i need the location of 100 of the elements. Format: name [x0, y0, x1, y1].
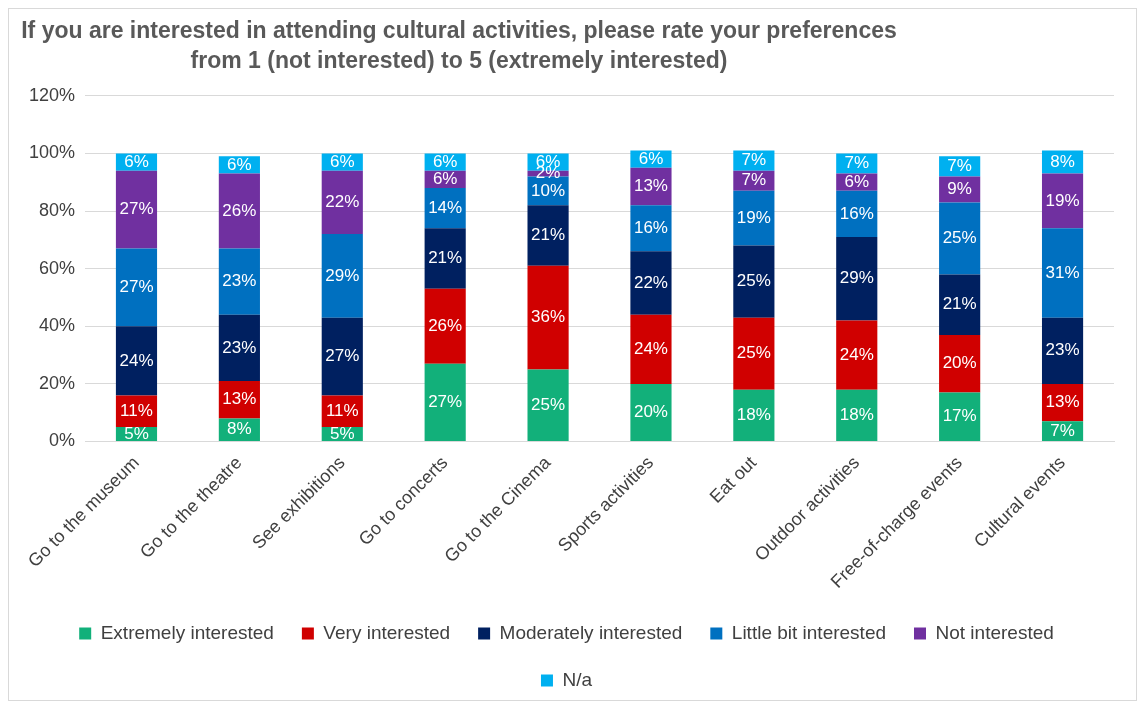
bar: [218, 314, 260, 382]
data-label: 22%: [633, 272, 668, 292]
bar: [527, 369, 569, 442]
data-label: 8%: [227, 419, 252, 439]
bar: [733, 245, 775, 318]
legend-label: Little bit interested: [731, 621, 887, 643]
bar: [527, 265, 569, 370]
y-tick-label: 100%: [28, 142, 76, 163]
legend-label: Not interested: [935, 621, 1054, 643]
data-label: 25%: [942, 228, 977, 248]
bar: [218, 248, 260, 315]
data-label: 27%: [119, 277, 154, 297]
data-label: 20%: [942, 353, 977, 373]
data-label: 10%: [531, 180, 566, 200]
data-label: 5%: [329, 423, 355, 443]
legend-label: Extremely interested: [100, 621, 274, 643]
y-tick-label: 0%: [49, 430, 76, 451]
data-label: 23%: [222, 337, 257, 357]
bar: [939, 274, 981, 335]
bar: [527, 205, 569, 266]
bar: [115, 248, 158, 327]
bar: [630, 383, 672, 442]
data-label: 36%: [531, 307, 566, 327]
data-label: 18%: [736, 405, 771, 425]
data-label: 19%: [1045, 190, 1080, 210]
bar: [1041, 228, 1084, 318]
data-label: 26%: [428, 315, 463, 335]
data-label: 8%: [1050, 151, 1075, 171]
data-label: 13%: [633, 176, 668, 196]
data-label: 5%: [124, 423, 149, 443]
data-label: 7%: [1050, 420, 1075, 440]
chart-title: If you are interested in attending cultural activities, please rate your preferences from 1 (not interested) to 5 (extremely interested): [20, 16, 898, 75]
data-label: 21%: [942, 294, 977, 314]
bar: [836, 320, 878, 390]
bar: [218, 173, 260, 249]
data-label: 23%: [222, 271, 257, 291]
legend-label: Moderately interested: [499, 621, 683, 643]
data-label: 25%: [736, 343, 771, 363]
data-label: 24%: [119, 350, 154, 370]
bar: [939, 202, 981, 275]
data-label: 9%: [947, 179, 972, 199]
data-label: 19%: [736, 207, 771, 227]
data-label: 26%: [222, 200, 257, 220]
bar: [424, 363, 466, 442]
data-label: 20%: [633, 402, 668, 422]
data-label: 6%: [124, 151, 149, 171]
bar: [424, 288, 466, 364]
bar: [733, 190, 775, 246]
x-tick-label: Eat out: [705, 452, 761, 507]
bar: [115, 326, 158, 396]
data-label: 13%: [1045, 392, 1080, 412]
data-label: 7%: [741, 150, 767, 170]
data-label: 25%: [531, 394, 566, 414]
data-label: 27%: [119, 199, 154, 219]
data-label: 7%: [947, 156, 972, 176]
data-label: 31%: [1045, 262, 1080, 282]
legend-label: N/a: [562, 668, 593, 690]
bar: [733, 317, 775, 390]
data-label: 17%: [942, 406, 977, 426]
bar: [1041, 317, 1084, 384]
data-label: 6%: [844, 171, 870, 191]
data-label: 7%: [844, 153, 870, 173]
data-label: 29%: [839, 268, 874, 288]
data-label: 29%: [325, 265, 360, 285]
data-label: 16%: [839, 203, 874, 223]
data-label: 6%: [227, 154, 252, 174]
data-label: 6%: [638, 148, 664, 168]
bar: [630, 314, 672, 384]
data-label: 27%: [325, 346, 360, 366]
data-label: 14%: [428, 197, 463, 217]
y-tick-label: 20%: [39, 372, 76, 393]
data-label: 16%: [633, 218, 668, 238]
bar: [115, 170, 158, 249]
data-label: 13%: [222, 389, 257, 409]
data-label: 11%: [325, 400, 359, 420]
bar: [630, 251, 672, 315]
bar: [424, 228, 466, 289]
bar: [321, 317, 363, 396]
y-tick-label: 60%: [39, 257, 76, 278]
data-label: 18%: [839, 405, 874, 425]
data-label: 6%: [432, 151, 458, 171]
data-label: 6%: [432, 169, 458, 189]
data-label: 22%: [325, 192, 360, 212]
data-label: 23%: [1045, 340, 1080, 360]
bar: [836, 236, 878, 321]
bar: [630, 205, 672, 252]
data-label: 7%: [741, 170, 767, 190]
data-label: 27%: [428, 392, 463, 412]
bar: [321, 234, 363, 318]
data-label: 25%: [736, 271, 771, 291]
data-label: 11%: [120, 400, 153, 420]
y-tick-label: 120%: [28, 84, 76, 105]
data-label: 24%: [839, 344, 874, 364]
bar: [321, 170, 363, 235]
y-tick-label: 40%: [39, 315, 76, 336]
bar: [939, 334, 981, 393]
data-label: 6%: [329, 151, 355, 171]
y-tick-label: 80%: [39, 200, 76, 221]
data-label: 21%: [531, 225, 566, 245]
data-label: 24%: [633, 339, 668, 359]
